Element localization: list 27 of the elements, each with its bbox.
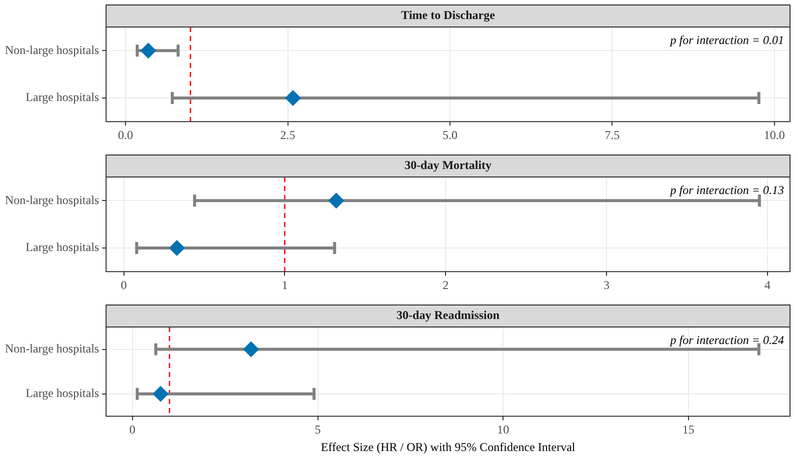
- chart-title: 30-day Mortality: [404, 158, 492, 172]
- x-tick-label: 5.0: [442, 128, 458, 142]
- x-tick-label: 10: [497, 422, 510, 437]
- y-tick-label: Non-large hospitals: [4, 192, 100, 207]
- annotation: p for interaction = 0.13: [669, 183, 784, 198]
- x-axis-title: Effect Size (HR / OR) with 95% Confidence Interval: [320, 440, 576, 454]
- y-tick-label: Large hospitals: [26, 90, 100, 104]
- x-tick-label: 0: [120, 278, 127, 292]
- y-tick-label: Large hospitals: [26, 386, 100, 400]
- x-tick-label: 4: [764, 278, 770, 292]
- x-tick-label: 2: [442, 278, 449, 292]
- x-tick-label: 3: [604, 278, 610, 292]
- chart-title: 30-day Readmission: [396, 308, 500, 322]
- x-tick-label: 7.5: [604, 128, 620, 142]
- y-tick-label: Large hospitals: [26, 240, 100, 254]
- y-tick-label: Non-large hospitals: [4, 42, 100, 57]
- x-tick-label: 15: [682, 422, 694, 437]
- x-tick-label: 5: [314, 422, 321, 437]
- x-tick-label: 0.0: [118, 128, 134, 142]
- chart-title: Time to Discharge: [401, 8, 496, 22]
- x-tick-label: 10.0: [764, 128, 785, 142]
- annotation: p for interaction = 0.01: [669, 33, 784, 48]
- x-tick-label: 2.5: [280, 128, 296, 142]
- x-tick-label: 1: [282, 278, 288, 292]
- annotation: p for interaction = 0.24: [669, 333, 784, 348]
- x-tick-label: 0: [129, 422, 136, 437]
- y-tick-label: Non-large hospitals: [4, 341, 100, 356]
